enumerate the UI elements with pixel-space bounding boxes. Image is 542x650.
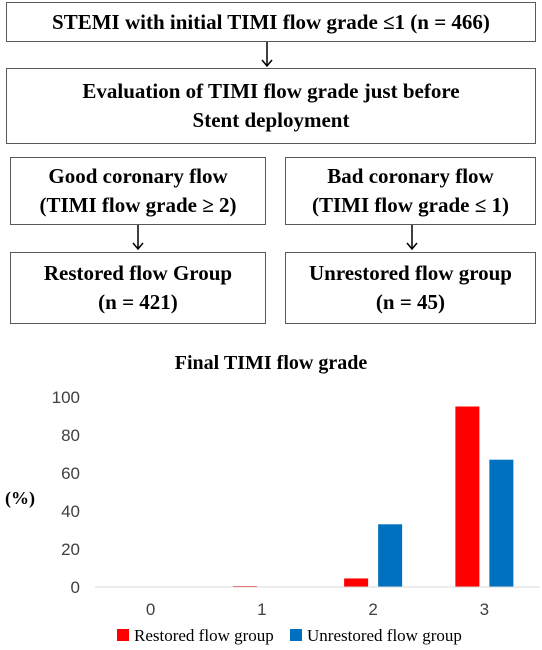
y-axis-label: (%): [5, 488, 35, 509]
legend-swatch-unrestored: [290, 629, 302, 641]
evaluation-line-1: Evaluation of TIMI flow grade just befor…: [82, 79, 460, 103]
restored-group-line-1: Restored flow Group: [43, 261, 233, 285]
restored-group-box: Restored flow Group (n = 421): [10, 252, 266, 324]
y-tick-label: 20: [61, 540, 80, 559]
good-flow-line-2: (TIMI flow grade ≥ 2): [39, 193, 237, 217]
x-tick-label: 0: [146, 600, 155, 619]
legend-label-restored: Restored flow group: [134, 626, 274, 645]
unrestored-group-box: Unrestored flow group (n = 45): [285, 252, 536, 324]
good-flow-line-1: Good coronary flow: [48, 164, 228, 188]
evaluation-line-2: Stent deployment: [192, 108, 350, 132]
y-tick-label: 60: [61, 464, 80, 483]
x-tick-label: 2: [368, 600, 377, 619]
bad-flow-box: Bad coronary flow (TIMI flow grade ≤ 1): [285, 157, 536, 225]
bad-flow-line-1: Bad coronary flow: [327, 164, 494, 188]
y-tick-label: 0: [71, 578, 80, 597]
arrow-down-icon: [261, 42, 273, 68]
bar-unrestored-grade-2: [378, 524, 403, 587]
bad-flow-line-2: (TIMI flow grade ≤ 1): [312, 193, 509, 217]
bar-restored-grade-3: [455, 406, 480, 587]
evaluation-box: Evaluation of TIMI flow grade just befor…: [6, 68, 536, 144]
bar-restored-grade-2: [344, 578, 369, 587]
good-flow-box: Good coronary flow (TIMI flow grade ≥ 2): [10, 157, 266, 225]
unrestored-group-line-2: (n = 45): [375, 290, 446, 314]
arrow-down-icon: [132, 225, 144, 251]
restored-group-line-2: (n = 421): [98, 290, 178, 314]
chart-title: Final TIMI flow grade: [175, 352, 368, 374]
legend-label-unrestored: Unrestored flow group: [307, 626, 462, 645]
y-tick-label: 100: [52, 388, 80, 407]
bar-unrestored-grade-3: [489, 459, 514, 587]
legend-swatch-restored: [117, 629, 129, 641]
y-tick-label: 80: [61, 426, 80, 445]
x-tick-label: 3: [480, 600, 489, 619]
final-timi-chart: Final TIMI flow grade (%) 0 20 40 60 80 100 0…: [5, 352, 540, 645]
x-tick-label: 1: [257, 600, 266, 619]
y-tick-label: 40: [61, 502, 80, 521]
arrow-down-icon: [406, 225, 418, 251]
initial-stemi-box: STEMI with initial TIMI flow grade ≤1 (n…: [6, 2, 536, 42]
unrestored-group-line-1: Unrestored flow group: [308, 261, 512, 285]
initial-stemi-text: STEMI with initial TIMI flow grade ≤1 (n…: [52, 9, 490, 34]
